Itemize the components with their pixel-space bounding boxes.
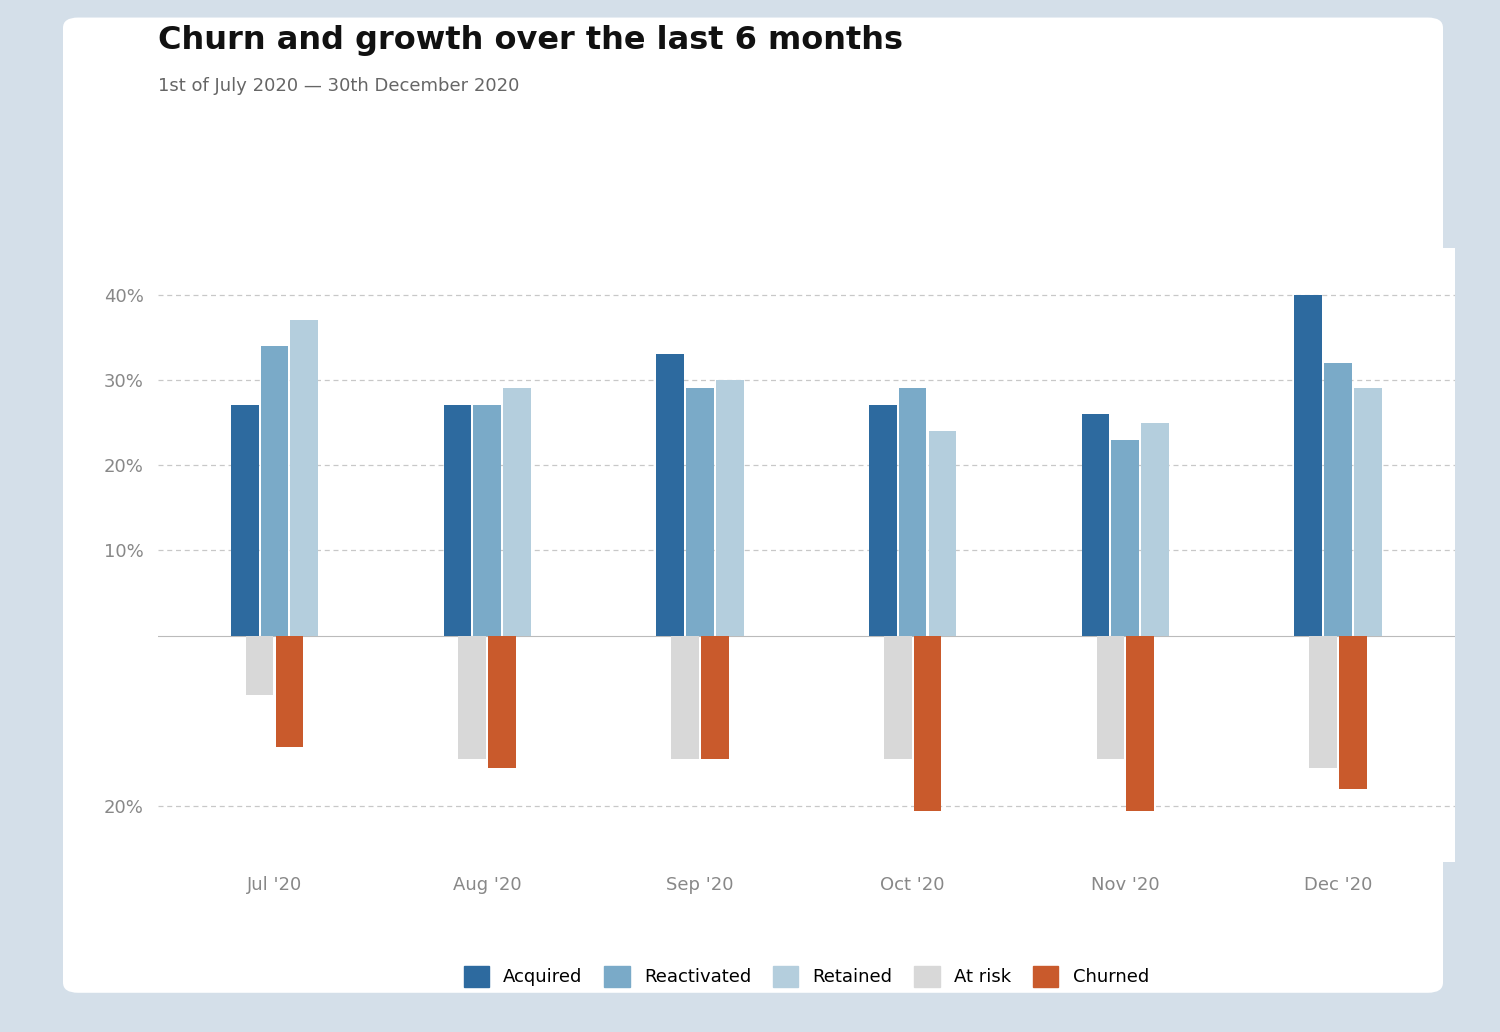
Bar xyxy=(700,636,729,760)
Bar xyxy=(686,388,714,636)
Bar xyxy=(1096,636,1125,760)
Bar xyxy=(1126,636,1154,810)
Bar xyxy=(928,431,956,636)
Bar xyxy=(291,320,318,636)
Bar xyxy=(1310,636,1336,768)
Bar xyxy=(503,388,531,636)
Bar xyxy=(1324,363,1352,636)
Bar xyxy=(884,636,912,760)
Text: Churn and growth over the last 6 months: Churn and growth over the last 6 months xyxy=(158,25,903,56)
Bar xyxy=(231,406,258,636)
Bar xyxy=(459,636,486,760)
Bar xyxy=(261,346,288,636)
Bar xyxy=(670,636,699,760)
Legend: Acquired, Reactivated, Retained, At risk, Churned: Acquired, Reactivated, Retained, At risk… xyxy=(464,966,1149,987)
Bar xyxy=(657,354,684,636)
Bar xyxy=(1354,388,1382,636)
Bar xyxy=(1142,422,1168,636)
Bar xyxy=(1294,294,1322,636)
Bar xyxy=(488,636,516,768)
Bar xyxy=(444,406,471,636)
Bar xyxy=(868,406,897,636)
Bar xyxy=(898,388,927,636)
Bar xyxy=(1340,636,1366,789)
Bar xyxy=(716,380,744,636)
Bar xyxy=(1112,440,1138,636)
Text: 1st of July 2020 — 30th December 2020: 1st of July 2020 — 30th December 2020 xyxy=(158,77,519,95)
Bar xyxy=(474,406,501,636)
Bar xyxy=(276,636,303,746)
Bar xyxy=(914,636,942,810)
Bar xyxy=(1082,414,1110,636)
Bar xyxy=(246,636,273,696)
